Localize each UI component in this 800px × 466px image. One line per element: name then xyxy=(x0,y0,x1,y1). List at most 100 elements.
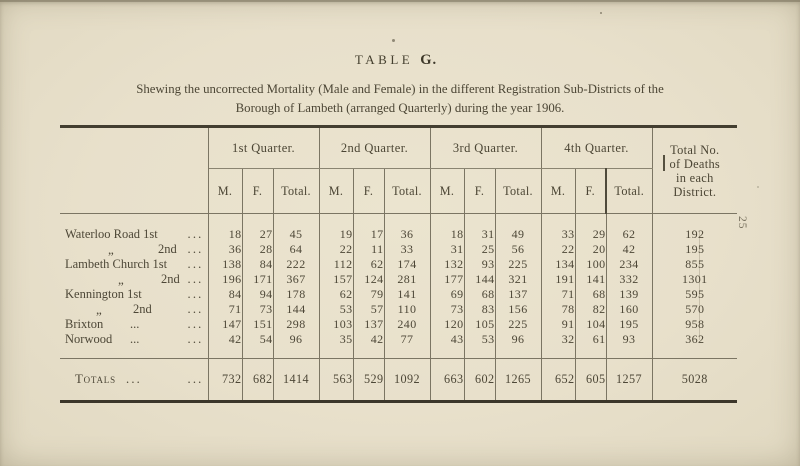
quarter-total-cell: 367 xyxy=(273,272,320,287)
female-value-cell: 31 xyxy=(464,213,496,242)
male-value-cell: 19 xyxy=(319,213,354,242)
female-value-cell: 104 xyxy=(575,317,607,332)
female-value-cell: 93 xyxy=(464,257,496,272)
female-value-cell: 171 xyxy=(242,272,274,287)
grand-total-cell: 5028 xyxy=(652,358,738,402)
female-value-cell: 57 xyxy=(353,302,385,317)
female-value-cell: 94 xyxy=(242,287,274,302)
quarter-total-cell: 144 xyxy=(273,302,320,317)
male-value-cell: 191 xyxy=(541,272,576,287)
total-header-line-1: Total No. xyxy=(670,142,720,157)
mortality-table: 1st Quarter. 2nd Quarter. 3rd Quarter. 4… xyxy=(60,125,738,403)
female-value-cell: 62 xyxy=(353,257,385,272)
paper-crease xyxy=(699,232,700,340)
quarter-total-cell: 225 xyxy=(495,257,542,272)
district-row: Kennington 1st ... 84 94 178 62 79 141 6… xyxy=(60,287,737,302)
male-value-cell: 112 xyxy=(319,257,354,272)
male-value-cell: 36 xyxy=(208,242,243,257)
male-value-cell: 78 xyxy=(541,302,576,317)
district-label-cell: „ 2nd ... xyxy=(60,242,209,257)
district-label-cell: Brixton ... ... xyxy=(60,317,209,332)
male-value-cell: 103 xyxy=(319,317,354,332)
female-value-cell: 100 xyxy=(575,257,607,272)
quarter-header-row: 1st Quarter. 2nd Quarter. 3rd Quarter. 4… xyxy=(60,126,738,214)
male-value-cell: 43 xyxy=(430,332,465,359)
quarter-total-cell: 225 xyxy=(495,317,542,332)
quarter-total-cell: 139 xyxy=(606,287,653,302)
quarter-total-cell: 174 xyxy=(384,257,431,272)
district-total-cell: 362 xyxy=(685,332,705,346)
male-value-cell: 147 xyxy=(208,317,243,332)
paper-speck xyxy=(600,12,602,14)
totals-value-cell: 1092 xyxy=(384,358,431,402)
district-row: Waterloo Road 1st ... 18 27 45 19 17 36 … xyxy=(60,213,737,242)
female-value-cell: 53 xyxy=(464,332,496,359)
quarter-header-3: 3rd Quarter. xyxy=(429,126,542,169)
quarter-total-cell: 36 xyxy=(384,213,431,242)
totals-value-cell: 602 xyxy=(464,358,496,402)
male-value-cell: 18 xyxy=(208,213,243,242)
district-total-cell: 958 xyxy=(685,317,705,331)
leader-dots: ... xyxy=(187,257,204,271)
quarter-total-cell: 64 xyxy=(273,242,320,257)
totals-value-cell: 563 xyxy=(319,358,354,402)
male-value-cell: 177 xyxy=(430,272,465,287)
district-name: Norwood xyxy=(65,332,113,346)
quarter-total-cell: 240 xyxy=(384,317,431,332)
quarter-total-cell: 96 xyxy=(495,332,542,359)
male-value-cell: 18 xyxy=(430,213,465,242)
totals-value-cell: 1414 xyxy=(273,358,320,402)
quarter-total-cell: 298 xyxy=(273,317,320,332)
male-column-header: M. xyxy=(319,168,354,214)
district-name: Kennington 1st xyxy=(65,287,142,301)
male-value-cell: 73 xyxy=(430,302,465,317)
district-name: Lambeth Church 1st xyxy=(65,257,168,271)
print-artifact-line xyxy=(663,155,665,171)
leader-dots: ... xyxy=(187,332,204,346)
table-title-letter: G. xyxy=(420,52,438,68)
quarter-total-cell: 62 xyxy=(606,213,653,242)
district-label-mid: ... xyxy=(130,317,140,331)
female-value-cell: 17 xyxy=(353,213,385,242)
male-value-cell: 53 xyxy=(319,302,354,317)
total-header-line-3: in each xyxy=(676,170,714,185)
quarter-header-4: 4th Quarter. xyxy=(540,126,653,169)
male-value-cell: 91 xyxy=(541,317,576,332)
district-label-mid: 2nd xyxy=(133,302,152,316)
paper-speck xyxy=(392,39,395,42)
totals-value-cell: 663 xyxy=(430,358,465,402)
female-value-cell: 141 xyxy=(575,272,607,287)
table-title-word: TABLE xyxy=(354,52,414,67)
district-label-cell: „ 2nd ... xyxy=(60,272,209,287)
district-row: Brixton ... ... 147 151 298 103 137 240 … xyxy=(60,317,737,332)
district-row: „ 2nd ... 36 28 64 22 11 33 31 25 56 22 … xyxy=(60,242,737,257)
totals-label-cell: Totals ... ... xyxy=(60,358,209,402)
female-value-cell: 124 xyxy=(353,272,385,287)
leader-dots: ... xyxy=(187,227,204,241)
paper-speck xyxy=(757,186,759,188)
totals-label: Totals xyxy=(75,371,116,386)
male-value-cell: 157 xyxy=(319,272,354,287)
totals-value-cell: 605 xyxy=(575,358,607,402)
female-value-cell: 25 xyxy=(464,242,496,257)
total-column-header: Total. xyxy=(384,168,431,214)
male-value-cell: 134 xyxy=(541,257,576,272)
district-name: Waterloo Road 1st xyxy=(65,227,158,241)
subtitle-line-1: Shewing the uncorrected Mortality (Male … xyxy=(136,82,664,96)
female-value-cell: 84 xyxy=(242,257,274,272)
male-value-cell: 32 xyxy=(541,332,576,359)
total-column-header: Total. xyxy=(606,168,653,214)
female-value-cell: 29 xyxy=(575,213,607,242)
female-value-cell: 137 xyxy=(353,317,385,332)
total-deaths-column-header: Total No. of Deaths in each District. xyxy=(651,126,738,214)
subtitle-line-2: Borough of Lambeth (arranged Quarterly) … xyxy=(235,101,565,115)
totals-row: Totals ... ... 732 682 1414 563 529 1092… xyxy=(60,358,738,402)
male-value-cell: 22 xyxy=(319,242,354,257)
ditto-mark: „ xyxy=(96,302,102,317)
quarter-total-cell: 110 xyxy=(384,302,431,317)
female-column-header: F. xyxy=(575,168,608,214)
quarter-total-cell: 234 xyxy=(606,257,653,272)
female-value-cell: 61 xyxy=(575,332,607,359)
quarter-total-cell: 222 xyxy=(273,257,320,272)
totals-value-cell: 652 xyxy=(541,358,576,402)
